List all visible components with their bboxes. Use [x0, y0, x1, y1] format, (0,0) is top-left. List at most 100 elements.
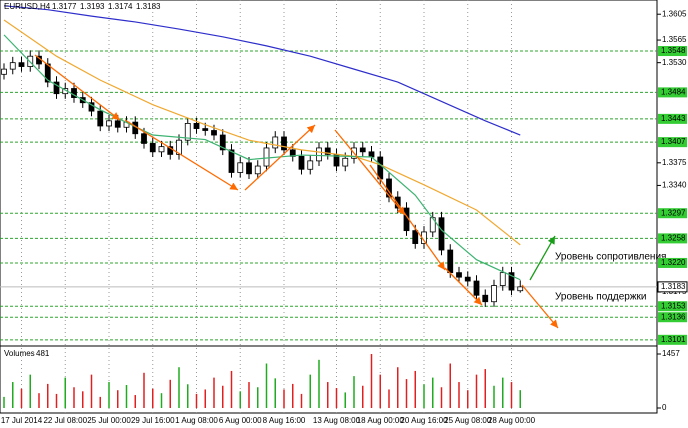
candle-body: [158, 146, 165, 153]
candle-body: [211, 130, 217, 136]
level-label-box: [658, 46, 687, 57]
level-label: 1.3297: [661, 208, 686, 217]
level-label: 1.3548: [661, 46, 686, 55]
candle-body: [167, 146, 174, 155]
candle-body: [377, 156, 384, 180]
level-label: 1.3101: [661, 335, 686, 344]
level-label-box: [658, 312, 687, 323]
moving-average: [3, 5, 521, 136]
level-label-box: [658, 257, 687, 268]
candle-body: [272, 136, 279, 149]
x-tick-label: 29 Jul 16:00: [131, 416, 175, 425]
x-tick-label: 17 Jul 2014: [1, 416, 43, 425]
level-label-box: [658, 137, 687, 148]
current-price-box: [657, 281, 688, 293]
candle-body: [202, 128, 209, 131]
candle-body: [438, 217, 445, 251]
y-tick-label: 1.3605: [662, 9, 687, 18]
x-tick-label: 1 Aug 08:00: [175, 416, 218, 425]
candle-body: [412, 230, 419, 244]
trend-arrow: [34, 54, 121, 121]
trend-arrow: [369, 164, 446, 271]
x-tick-label: 8 Aug 16:00: [263, 416, 306, 425]
level-label: 1.3136: [661, 312, 686, 321]
trend-arrow: [521, 284, 559, 329]
x-tick-label: 13 Aug 08:00: [313, 416, 361, 425]
symbol-label: EURUSD,H4: [4, 2, 51, 11]
candle-body: [316, 147, 322, 162]
candle-body: [219, 134, 226, 151]
candle-body: [176, 139, 182, 155]
moving-average: [3, 19, 521, 246]
trend-arrows: [34, 54, 559, 329]
candle-body: [281, 136, 287, 151]
candle-body: [193, 122, 200, 129]
candle-body: [517, 286, 524, 292]
candle-body: [246, 162, 252, 175]
level-label: 1.3443: [661, 114, 686, 123]
volume-tick-label: 0: [662, 403, 667, 412]
candle-body: [359, 147, 366, 153]
volume-tick-label: 1457: [662, 349, 680, 358]
y-tick-label: 1.3375: [662, 158, 687, 167]
level-label-box: [658, 87, 687, 98]
candle-body: [263, 147, 270, 167]
candle-body: [307, 160, 314, 170]
candle-body: [18, 62, 25, 67]
candle-body: [499, 272, 506, 286]
candle-body: [491, 285, 497, 303]
level-label-box: [658, 208, 687, 219]
candle-body: [368, 151, 375, 158]
level-label-box: [658, 334, 687, 345]
trend-arrow: [124, 119, 239, 191]
ohlc-open: 1.3177: [52, 2, 77, 11]
y-tick-label: 1.3565: [662, 35, 687, 44]
y-tick-label: 1.3340: [662, 181, 687, 190]
level-label-box: [658, 301, 687, 312]
trend-arrow: [334, 129, 406, 216]
candle-body: [254, 165, 261, 175]
ohlc-low: 1.3174: [108, 2, 133, 11]
x-tick-label: 25 Aug 08:00: [444, 416, 492, 425]
candle-body: [141, 133, 147, 144]
level-label: 1.3220: [661, 258, 686, 267]
candle-body: [447, 249, 454, 274]
x-tick-label: 28 Aug 00:00: [488, 416, 536, 425]
candle-body: [149, 143, 156, 153]
annotation: Уровень сопротивления: [555, 252, 666, 263]
trend-arrow: [444, 267, 483, 306]
level-label: 1.3484: [661, 87, 686, 96]
candle-body: [106, 120, 112, 127]
candle-body: [9, 62, 16, 70]
candle-body: [464, 276, 471, 282]
candle-body: [114, 120, 121, 128]
candle-body: [473, 280, 480, 296]
volume-title: Volumes: [4, 349, 35, 358]
level-label: 1.3153: [661, 301, 686, 310]
ohlc-high: 1.3193: [80, 2, 105, 11]
candle-body: [53, 81, 60, 95]
annotation: Уровень поддержки: [555, 292, 647, 303]
current-price-label: 1.3183: [661, 282, 686, 291]
candle-body: [97, 110, 104, 127]
x-tick-label: 18 Aug 00:00: [357, 416, 405, 425]
candle-body: [237, 162, 244, 173]
breakout-arrow: [529, 235, 556, 281]
candle-body: [342, 157, 349, 167]
x-tick-label: 20 Aug 16:00: [400, 416, 448, 425]
candle-body: [324, 147, 331, 155]
x-tick-label: 22 Jul 08:00: [43, 416, 87, 425]
level-label: 1.3407: [661, 137, 686, 146]
candle-body: [456, 272, 462, 278]
moving-average: [3, 34, 521, 281]
y-tick-label: 1.3530: [662, 58, 687, 67]
candle-body: [482, 294, 489, 303]
candle-body: [228, 149, 235, 173]
candle-body: [298, 155, 305, 170]
volume-last: 481: [36, 349, 50, 358]
candle-body: [184, 122, 191, 141]
x-tick-label: 6 Aug 00:00: [219, 416, 262, 425]
candle-body: [1, 68, 7, 75]
trend-arrow: [244, 124, 316, 191]
